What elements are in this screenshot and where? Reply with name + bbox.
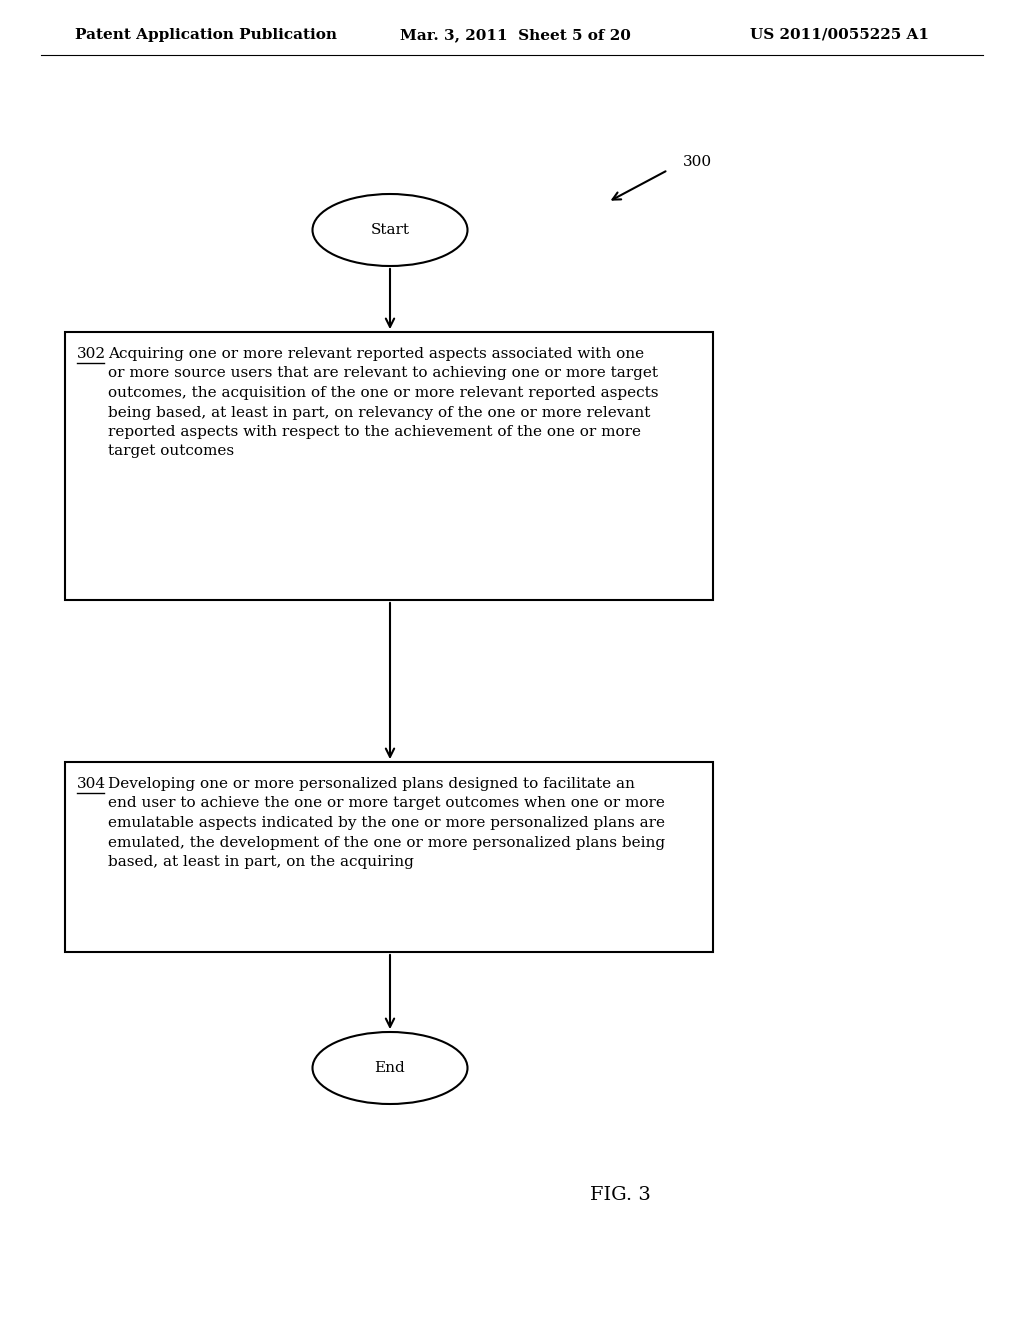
Text: Acquiring one or more relevant reported aspects associated with one
or more sour: Acquiring one or more relevant reported … <box>108 347 658 458</box>
Bar <box>65 762 713 952</box>
Text: Developing one or more personalized plans designed to facilitate an
end user to : Developing one or more personalized plan… <box>108 777 666 869</box>
Text: FIG. 3: FIG. 3 <box>590 1185 650 1204</box>
Bar <box>65 333 713 601</box>
Text: 300: 300 <box>683 154 712 169</box>
Text: 302: 302 <box>77 347 106 360</box>
Text: End: End <box>375 1061 406 1074</box>
Text: 304: 304 <box>77 777 106 791</box>
Text: US 2011/0055225 A1: US 2011/0055225 A1 <box>750 28 929 42</box>
Text: Mar. 3, 2011  Sheet 5 of 20: Mar. 3, 2011 Sheet 5 of 20 <box>400 28 631 42</box>
Text: Start: Start <box>371 223 410 238</box>
Text: Patent Application Publication: Patent Application Publication <box>75 28 337 42</box>
